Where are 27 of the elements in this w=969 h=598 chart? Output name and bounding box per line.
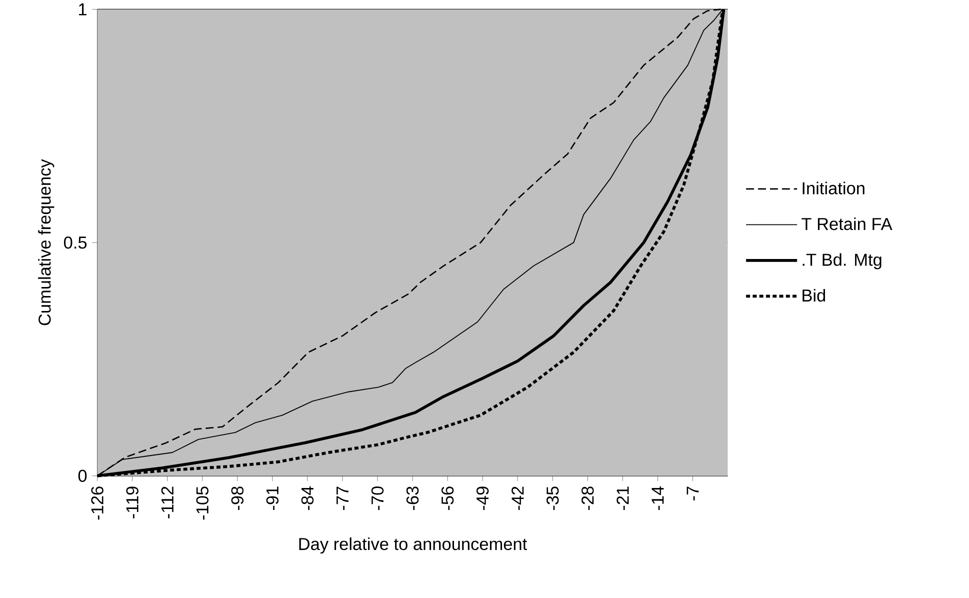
- x-tick-label: -28: [582, 486, 594, 510]
- y-tick-label: 0.5: [64, 236, 87, 248]
- y-tick-label: 0: [78, 469, 87, 482]
- x-tick-label: -98: [231, 486, 244, 510]
- x-tick-label: -35: [546, 486, 559, 510]
- x-tick-label: -42: [512, 486, 524, 510]
- x-tick-label: -49: [476, 486, 489, 510]
- x-tick-label: -70: [371, 486, 384, 510]
- x-tick-label: -77: [336, 486, 348, 510]
- x-tick-label: -119: [126, 486, 138, 518]
- x-tick-label: -91: [266, 486, 279, 510]
- x-tick-label: -14: [652, 486, 664, 510]
- x-axis-title: Day relative to announcement: [299, 537, 528, 554]
- legend-label: T Retain FA: [802, 217, 892, 230]
- y-tick-label: 1: [79, 3, 86, 16]
- legend-label: Initiation: [802, 181, 864, 194]
- x-tick-label: -63: [406, 486, 419, 510]
- x-tick-label: -126: [91, 486, 104, 520]
- x-tick-label: -56: [441, 486, 454, 510]
- x-tick-label: -84: [301, 486, 314, 510]
- x-tick-label: -7: [686, 486, 699, 500]
- x-tick-label: -112: [161, 486, 174, 518]
- y-axis-title: Cumulative frequency: [38, 158, 54, 325]
- x-tick-label: -21: [616, 486, 629, 510]
- legend-label: .T Bd. Mtg: [802, 252, 882, 270]
- legend-label: Bid: [802, 288, 826, 302]
- x-tick-label: -105: [196, 486, 208, 520]
